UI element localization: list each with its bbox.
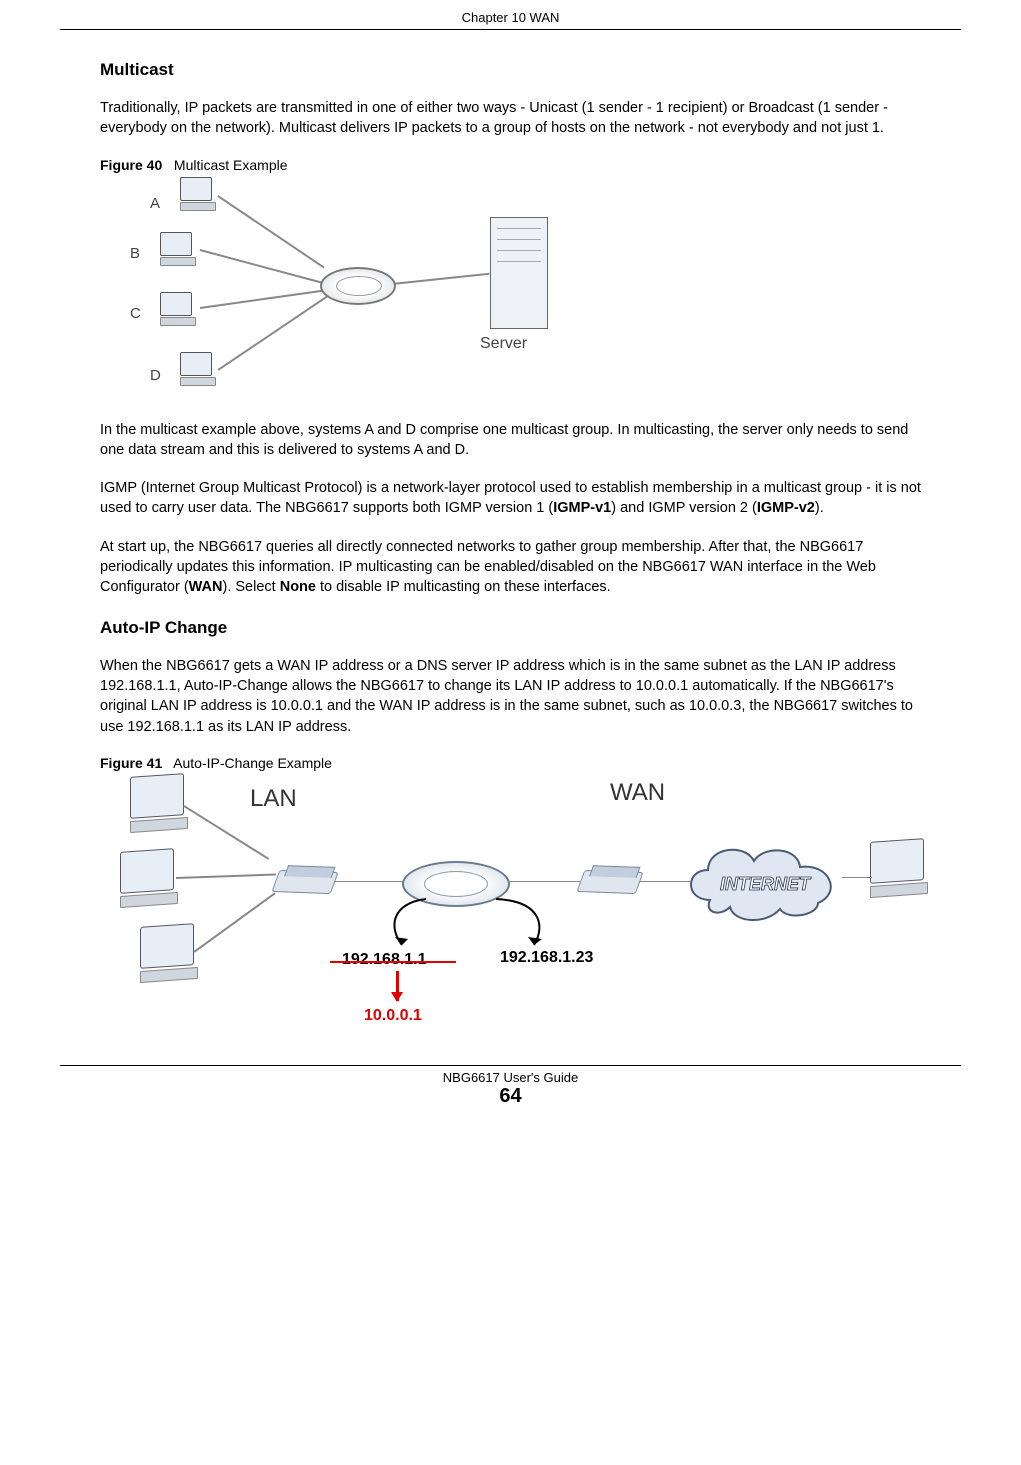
- igmp-v1: IGMP-v1: [553, 500, 611, 516]
- figure41-diagram: INTERNET LAN WAN 192.168.1.1: [120, 775, 940, 1035]
- lan-pc-icon: [130, 775, 188, 831]
- link-line: [194, 892, 276, 952]
- label-d: D: [150, 367, 161, 384]
- internet-text: INTERNET: [720, 874, 812, 894]
- figure40-number: Figure 40: [100, 157, 162, 173]
- p4-text: to disable IP multicasting on these inte…: [316, 579, 611, 595]
- lan-label: LAN: [250, 785, 297, 813]
- pc-a-icon: [180, 177, 218, 211]
- pc-c-icon: [160, 292, 198, 326]
- link-line: [176, 873, 276, 878]
- link-line: [842, 877, 872, 879]
- multicast-p3: IGMP (Internet Group Multicast Protocol)…: [100, 478, 921, 519]
- internet-cloud-icon: INTERNET: [680, 835, 850, 925]
- figure41-caption: Figure 41 Auto-IP-Change Example: [100, 755, 921, 771]
- link-line: [200, 289, 329, 309]
- link-line: [218, 195, 325, 268]
- multicast-p4: At start up, the NBG6617 queries all dir…: [100, 537, 921, 598]
- igmp-v2: IGMP-v2: [757, 500, 815, 516]
- ip-new-label: 10.0.0.1: [364, 1007, 422, 1025]
- server-icon: [490, 217, 548, 329]
- router-icon: [320, 267, 396, 305]
- autoip-p1: When the NBG6617 gets a WAN IP address o…: [100, 656, 921, 737]
- multicast-heading: Multicast: [100, 60, 921, 80]
- switch-icon: [576, 870, 643, 894]
- arrow-lan-ip: [382, 897, 442, 953]
- figure41-number: Figure 41: [100, 755, 162, 771]
- page-number: 64: [60, 1085, 961, 1108]
- switch-icon: [271, 870, 338, 894]
- link-line: [508, 881, 580, 883]
- figure40-caption: Figure 40 Multicast Example: [100, 157, 921, 173]
- page-footer: NBG6617 User's Guide 64: [60, 1065, 961, 1108]
- figure40-title: Multicast Example: [174, 157, 288, 173]
- ip-old-label: 192.168.1.1: [342, 951, 427, 969]
- label-a: A: [150, 195, 160, 212]
- figure40-diagram: A B C D Server: [120, 177, 560, 402]
- wan-bold: WAN: [189, 579, 223, 595]
- p3-text: ).: [815, 500, 824, 516]
- lan-pc-icon: [140, 925, 198, 981]
- link-line: [218, 293, 331, 370]
- link-line: [334, 881, 404, 883]
- wan-pc-icon: [870, 840, 928, 896]
- multicast-p2: In the multicast example above, systems …: [100, 420, 921, 461]
- label-server: Server: [480, 335, 527, 353]
- arrow-ip-change: [396, 971, 399, 1001]
- page-content: Multicast Traditionally, IP packets are …: [60, 60, 961, 1035]
- pc-d-icon: [180, 352, 218, 386]
- multicast-p1: Traditionally, IP packets are transmitte…: [100, 98, 921, 139]
- wan-label: WAN: [610, 779, 665, 807]
- figure41-title: Auto-IP-Change Example: [173, 755, 332, 771]
- pc-b-icon: [160, 232, 198, 266]
- autoip-heading: Auto-IP Change: [100, 618, 921, 638]
- none-bold: None: [280, 579, 316, 595]
- link-line: [184, 805, 270, 859]
- figure40: A B C D Server: [120, 177, 921, 402]
- arrow-wan-ip: [490, 897, 560, 953]
- p4-text: ). Select: [223, 579, 280, 595]
- ip-old-strike: [330, 961, 456, 963]
- label-c: C: [130, 305, 141, 322]
- page: Chapter 10 WAN Multicast Traditionally, …: [0, 0, 1021, 1138]
- guide-title: NBG6617 User's Guide: [60, 1070, 961, 1085]
- lan-pc-icon: [120, 850, 178, 906]
- ip-wan-label: 192.168.1.23: [500, 949, 593, 967]
- figure41: INTERNET LAN WAN 192.168.1.1: [120, 775, 921, 1035]
- label-b: B: [130, 245, 140, 262]
- link-line: [392, 272, 490, 284]
- p3-text: ) and IGMP version 2 (: [611, 500, 757, 516]
- chapter-header: Chapter 10 WAN: [60, 10, 961, 30]
